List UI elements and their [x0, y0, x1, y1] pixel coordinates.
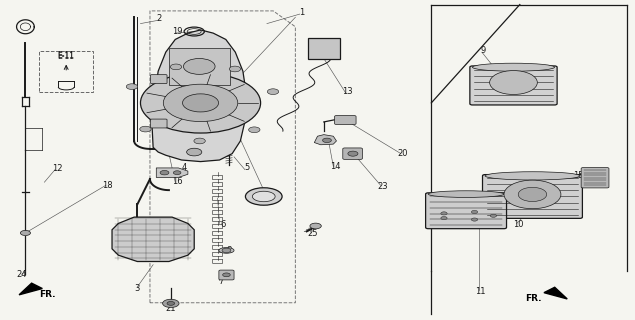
Circle shape [163, 299, 179, 308]
FancyBboxPatch shape [308, 38, 340, 60]
Circle shape [348, 151, 358, 156]
Circle shape [504, 180, 561, 209]
Text: 17: 17 [260, 197, 271, 206]
Polygon shape [156, 168, 188, 178]
Circle shape [471, 218, 478, 221]
Text: 6: 6 [220, 220, 225, 228]
Polygon shape [112, 217, 194, 261]
Circle shape [170, 64, 182, 70]
Text: 14: 14 [330, 163, 340, 172]
FancyBboxPatch shape [169, 48, 230, 85]
Text: 22: 22 [153, 119, 163, 128]
FancyBboxPatch shape [150, 119, 167, 128]
FancyBboxPatch shape [425, 193, 507, 229]
Polygon shape [544, 287, 567, 299]
Text: 12: 12 [52, 164, 62, 173]
Text: 2: 2 [157, 14, 162, 23]
Ellipse shape [252, 191, 275, 202]
Text: 11: 11 [476, 287, 486, 296]
Circle shape [167, 301, 175, 305]
Polygon shape [314, 135, 337, 145]
FancyBboxPatch shape [470, 66, 557, 105]
Ellipse shape [245, 188, 282, 205]
Text: 15: 15 [573, 171, 584, 180]
Circle shape [323, 138, 331, 142]
Text: 8: 8 [226, 246, 232, 255]
Circle shape [490, 71, 537, 94]
Text: 18: 18 [102, 181, 113, 190]
Circle shape [490, 214, 497, 217]
Polygon shape [19, 283, 43, 295]
Circle shape [194, 138, 205, 144]
Text: 22: 22 [153, 75, 163, 84]
Ellipse shape [428, 191, 504, 197]
Circle shape [182, 94, 218, 112]
Circle shape [518, 187, 547, 202]
Ellipse shape [485, 172, 580, 180]
Circle shape [187, 148, 202, 156]
Text: FR.: FR. [525, 294, 542, 303]
Text: 20: 20 [398, 148, 408, 157]
Text: FR.: FR. [39, 290, 56, 299]
Circle shape [441, 212, 447, 215]
Circle shape [126, 84, 138, 90]
Circle shape [471, 210, 478, 213]
Circle shape [249, 127, 260, 132]
Circle shape [140, 73, 260, 133]
Text: 13: 13 [342, 87, 353, 96]
Circle shape [184, 59, 215, 74]
Text: 9: 9 [481, 46, 486, 55]
Ellipse shape [472, 63, 554, 71]
Circle shape [173, 171, 181, 175]
Text: 16: 16 [172, 177, 182, 186]
FancyBboxPatch shape [335, 116, 356, 124]
Text: 21: 21 [166, 304, 176, 313]
Text: E-11: E-11 [58, 52, 75, 61]
Circle shape [20, 230, 30, 236]
Circle shape [267, 89, 279, 94]
FancyBboxPatch shape [343, 148, 363, 159]
Text: 4: 4 [182, 164, 187, 172]
FancyBboxPatch shape [150, 75, 167, 84]
Text: 19: 19 [172, 27, 182, 36]
Text: 3: 3 [135, 284, 140, 293]
FancyBboxPatch shape [581, 168, 609, 188]
Circle shape [222, 248, 231, 252]
Text: 24: 24 [17, 270, 27, 279]
Circle shape [310, 223, 321, 229]
Ellipse shape [219, 248, 234, 253]
Circle shape [229, 66, 241, 72]
Text: 25: 25 [308, 229, 318, 238]
Circle shape [163, 84, 237, 122]
Text: 23: 23 [377, 181, 388, 190]
Text: 10: 10 [513, 220, 524, 228]
Circle shape [223, 273, 231, 277]
Polygon shape [152, 30, 246, 162]
FancyBboxPatch shape [219, 270, 234, 280]
FancyBboxPatch shape [483, 175, 582, 218]
Circle shape [441, 217, 447, 220]
Text: 7: 7 [218, 277, 224, 286]
Text: 5: 5 [244, 164, 250, 172]
Text: 1: 1 [299, 8, 304, 17]
Text: E-11: E-11 [58, 52, 75, 60]
Circle shape [160, 171, 169, 175]
Circle shape [140, 126, 151, 132]
